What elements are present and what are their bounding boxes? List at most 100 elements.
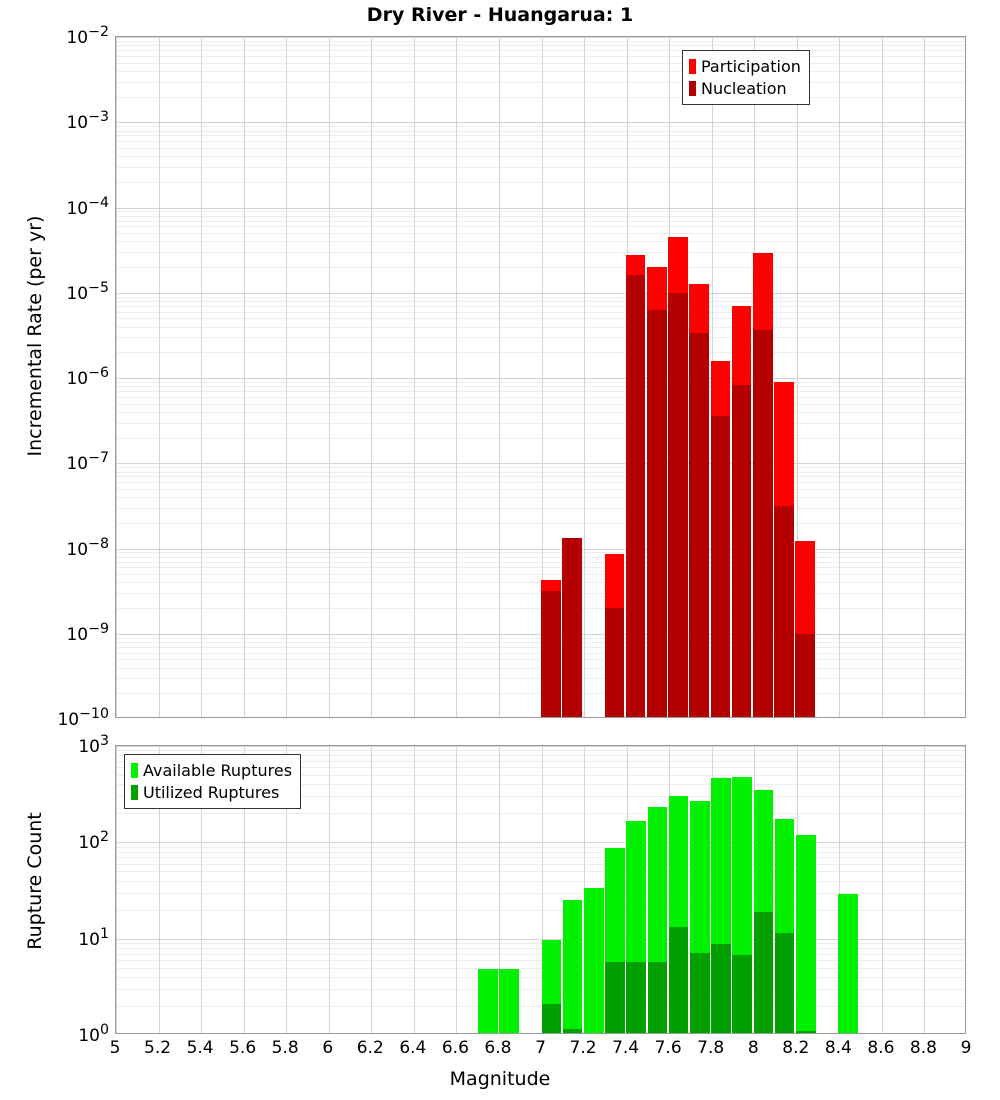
legend-item-label: Utilized Ruptures [143,782,280,802]
legend-item: Participation [689,56,801,78]
gridline-minor [116,977,965,978]
gridline-minor [116,131,965,132]
gridline-minor [116,755,965,756]
gridline-minor [116,97,965,98]
gridline-minor [116,337,965,338]
gridline-minor [116,297,965,298]
y-axis-tick-label: 10−4 [66,194,109,219]
legend-swatch-icon [689,80,696,96]
gridline-vertical [839,746,840,1033]
bar-utilized-ruptures [732,954,752,1033]
gridline-minor [116,404,965,405]
gridline-vertical [414,37,415,717]
gridline-minor [116,472,965,473]
bar-nucleation [625,274,646,717]
x-axis-tick-label: 8.6 [867,1038,895,1058]
gridline-minor [116,306,965,307]
bar-utilized-ruptures [690,952,710,1033]
y-axis-tick-label: 10−6 [66,365,109,389]
gridline-minor [116,318,965,319]
gridline-minor [116,233,965,234]
x-axis-tick-label: 8 [747,1038,759,1058]
x-axis-tick-label: 8.4 [824,1038,852,1058]
gridline-vertical [456,37,457,717]
gridline-vertical [329,746,330,1033]
x-axis-tick-label: 5.2 [144,1038,172,1058]
gridline-minor [116,82,965,83]
gridline-vertical [116,37,117,717]
bar-utilized-ruptures [562,1029,583,1033]
legend-item-label: Participation [701,57,801,76]
x-axis-tick-label: 5 [109,1038,121,1058]
gridline-vertical [286,37,287,717]
gridline-minor [116,241,965,242]
legend-swatch-icon [689,59,696,75]
bar-utilized-ruptures [774,933,795,1033]
bar-nucleation [710,415,731,717]
gridline-minor [116,943,965,944]
gridline-minor [116,482,965,483]
bar-nucleation [774,505,794,717]
gridline-vertical [584,37,585,717]
gridline-minor [116,653,965,654]
y-axis-tick-label: 10−3 [66,109,109,134]
gridline-minor [116,167,965,168]
gridline-minor [116,216,965,217]
x-axis-tick-label: 7.6 [654,1038,682,1058]
gridline-minor [116,562,965,563]
gridline-minor [116,910,965,911]
legend-item: Utilized Ruptures [131,782,292,804]
gridline-minor [116,871,965,872]
gridline-minor [116,750,965,751]
x-axis-tick-label: 6 [322,1038,334,1058]
y-axis-tick-label: 100 [78,1022,109,1046]
gridline-major [116,939,965,940]
gridline-minor [116,182,965,183]
bar-nucleation [647,309,667,717]
gridline-minor [116,852,965,853]
gridline-minor [116,41,965,42]
gridline-minor [116,593,965,594]
gridline-minor [116,813,965,814]
gridline-minor [116,63,965,64]
gridline-minor [116,438,965,439]
gridline-minor [116,467,965,468]
gridline-minor [116,141,965,142]
y-axis-tick-label: 10−2 [66,24,109,48]
gridline-minor [116,476,965,477]
x-axis-tick-label: 9 [960,1038,972,1058]
gridline-minor [116,497,965,498]
gridline-minor [116,45,965,46]
gridline-vertical [116,746,117,1033]
gridline-vertical [797,37,798,717]
gridline-minor [116,489,965,490]
incremental-rate-plot [115,36,966,718]
gridline-vertical [201,37,202,717]
bar-utilized-ruptures [753,912,774,1033]
bar-nucleation [731,385,752,717]
bar-available-ruptures [562,900,583,1033]
gridline-minor [116,71,965,72]
x-axis-tick-label: 6.4 [399,1038,427,1058]
bar-nucleation [795,633,815,717]
gridline-minor [116,148,965,149]
gridline-minor [116,608,965,609]
gridline-minor [116,557,965,558]
gridline-minor [116,312,965,313]
gridline-vertical [371,37,372,717]
y-axis-label-bottom: Rupture Count [24,812,46,950]
x-axis-tick-label: 5.4 [186,1038,214,1058]
gridline-major [116,463,965,464]
gridline-minor [116,784,965,785]
gridline-vertical [244,37,245,717]
gridline-minor [116,126,965,127]
y-axis-label-top: Incremental Rate (per yr) [24,215,46,457]
gridline-vertical [286,746,287,1033]
x-axis-tick-label: 6.6 [441,1038,469,1058]
gridline-minor [116,638,965,639]
x-axis-tick-label: 8.8 [909,1038,937,1058]
gridline-minor [116,423,965,424]
gridline-minor [116,954,965,955]
gridline-minor [116,796,965,797]
gridline-minor [116,412,965,413]
